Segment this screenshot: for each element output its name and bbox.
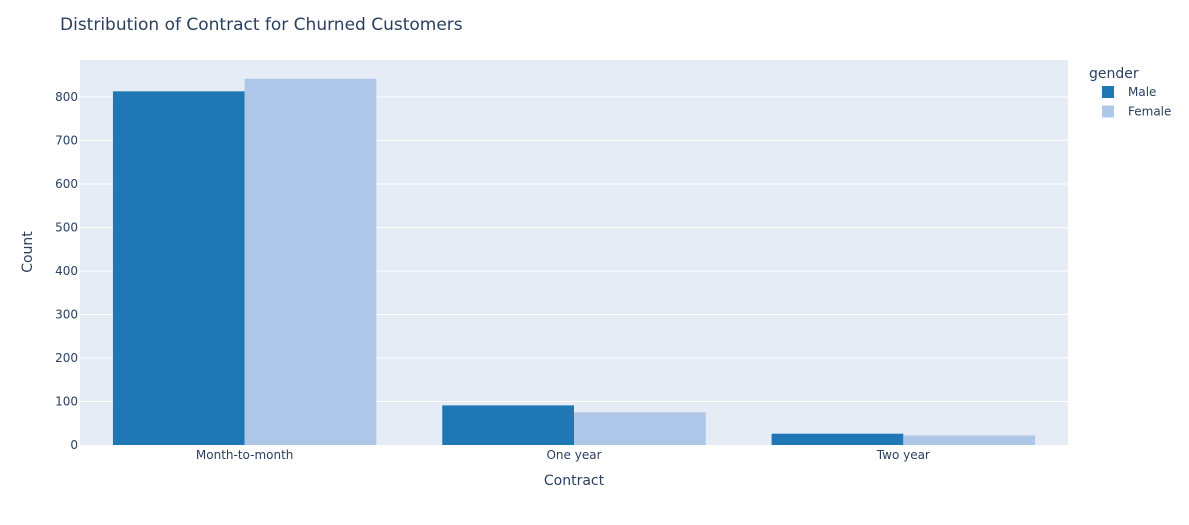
y-axis-ticks: 0 100 200 300 400 500 600 700 800: [55, 90, 78, 452]
x-tick-label: One year: [546, 448, 601, 462]
legend-label-female[interactable]: Female: [1128, 105, 1171, 119]
y-tick-label: 0: [70, 438, 78, 452]
y-tick-label: 700: [55, 133, 78, 147]
y-tick-label: 500: [55, 220, 78, 234]
y-tick-label: 200: [55, 351, 78, 365]
bars: [112, 78, 1036, 446]
bar-female-month-to-month[interactable]: [244, 78, 377, 446]
legend-swatch-male[interactable]: [1102, 86, 1114, 98]
bar-male-one-year[interactable]: [442, 405, 574, 445]
bar-male-month-to-month[interactable]: [112, 91, 245, 446]
legend-swatch-female[interactable]: [1102, 105, 1114, 118]
x-axis-ticks: Month-to-month One year Two year: [196, 448, 930, 462]
legend: gender Male Female: [1089, 66, 1171, 119]
y-tick-label: 100: [55, 394, 78, 408]
chart-title: Distribution of Contract for Churned Cus…: [60, 15, 463, 35]
legend-title: gender: [1089, 66, 1139, 82]
y-tick-label: 600: [55, 177, 78, 191]
bar-female-one-year[interactable]: [574, 412, 706, 445]
x-axis-title: Contract: [544, 473, 605, 489]
y-tick-label: 800: [55, 90, 78, 104]
x-tick-label: Month-to-month: [196, 448, 294, 462]
legend-label-male[interactable]: Male: [1128, 85, 1156, 99]
y-tick-label: 300: [55, 307, 78, 321]
bar-female-two-year[interactable]: [903, 435, 1036, 445]
y-tick-label: 400: [55, 264, 78, 278]
y-axis-title: Count: [20, 231, 36, 273]
bar-male-two-year[interactable]: [771, 433, 904, 445]
x-tick-label: Two year: [876, 448, 930, 462]
